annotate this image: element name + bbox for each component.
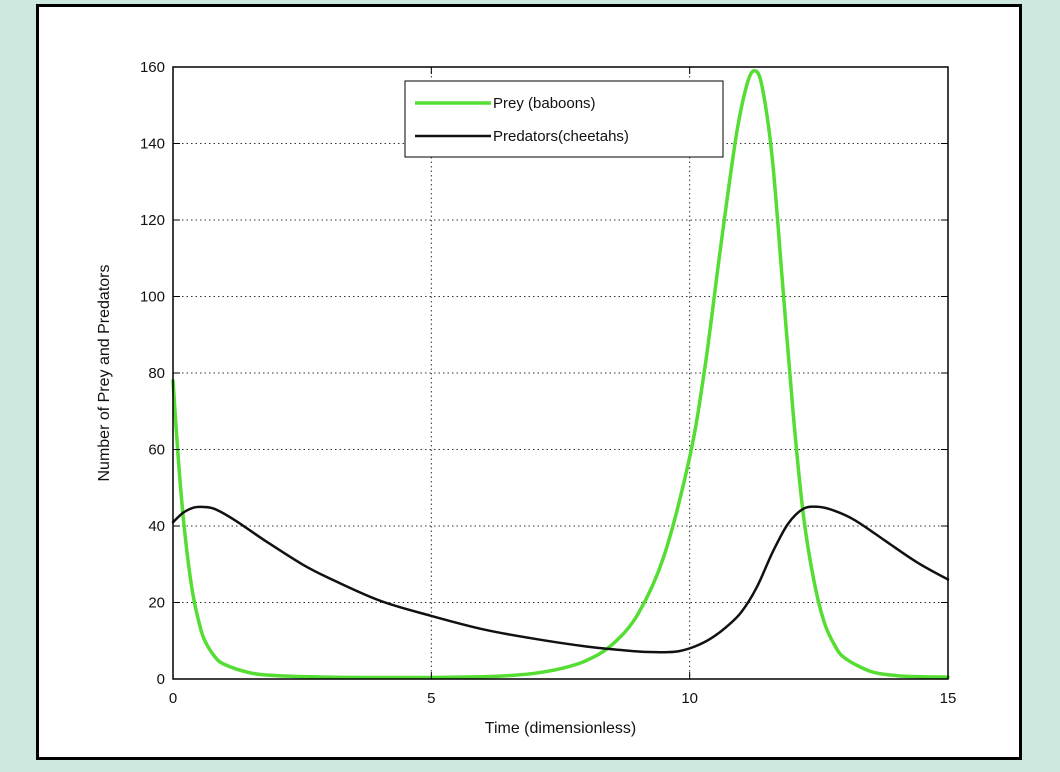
series-line-prey [171,69,950,680]
legend-label-prey: Prey (baboons) [493,95,596,112]
y-tick-label: 40 [148,518,165,535]
y-axis-label: Number of Prey and Predators [96,265,113,482]
series-group [171,69,950,680]
x-tick-label: 5 [427,690,435,707]
series-line-predators [171,505,950,654]
x-tick-label: 10 [681,690,698,707]
y-tick-label: 120 [140,212,165,229]
y-tick-label: 140 [140,136,165,153]
chart-svg: 0 5 10 15 0 20 40 60 80 100 120 140 160 Time (dimens… [96,59,956,737]
legend: Prey (baboons) Predators(cheetahs) [404,80,724,158]
x-tick-label: 0 [169,690,177,707]
y-tick-label: 60 [148,442,165,459]
y-tick-label: 0 [157,671,165,688]
y-tick-label: 160 [140,59,165,76]
figure-frame: 0 5 10 15 0 20 40 60 80 100 120 140 160 Time (dimens… [36,4,1022,760]
y-tick-label: 20 [148,595,165,612]
x-axis-label: Time (dimensionless) [485,720,636,737]
y-tick-label: 80 [148,365,165,382]
axis-ticks: 0 5 10 15 0 20 40 60 80 100 120 140 160 [140,59,956,707]
legend-label-predators: Predators(cheetahs) [493,128,629,145]
y-tick-label: 100 [140,289,165,306]
legend-box [404,80,724,158]
x-tick-label: 15 [940,690,957,707]
